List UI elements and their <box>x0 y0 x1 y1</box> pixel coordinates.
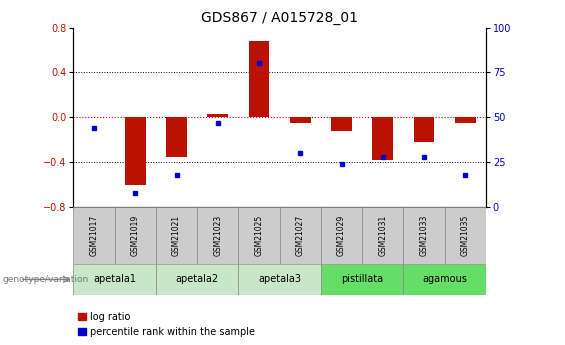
Text: GSM21029: GSM21029 <box>337 215 346 256</box>
Bar <box>125 117 146 185</box>
Bar <box>372 117 393 160</box>
Bar <box>414 117 434 142</box>
Text: GSM21035: GSM21035 <box>461 215 470 256</box>
Text: GSM21027: GSM21027 <box>296 215 305 256</box>
Text: agamous: agamous <box>422 275 467 284</box>
Bar <box>156 264 238 295</box>
Bar <box>73 264 156 295</box>
Text: pistillata: pistillata <box>341 275 383 284</box>
Bar <box>156 207 197 264</box>
Bar <box>362 207 403 264</box>
Text: apetala3: apetala3 <box>258 275 301 284</box>
Bar <box>207 114 228 117</box>
Bar <box>290 117 311 123</box>
Text: apetala2: apetala2 <box>176 275 219 284</box>
Text: apetala1: apetala1 <box>93 275 136 284</box>
Bar <box>166 117 187 157</box>
Bar <box>197 207 238 264</box>
Text: GSM21025: GSM21025 <box>255 215 263 256</box>
Text: GSM21019: GSM21019 <box>131 215 140 256</box>
Bar <box>238 264 321 295</box>
Text: genotype/variation: genotype/variation <box>3 275 89 284</box>
Text: GSM21017: GSM21017 <box>90 215 98 256</box>
Bar <box>403 264 486 295</box>
Bar <box>445 207 486 264</box>
Bar <box>73 207 115 264</box>
Text: GSM21023: GSM21023 <box>214 215 222 256</box>
Bar <box>403 207 445 264</box>
Bar <box>321 207 362 264</box>
Title: GDS867 / A015728_01: GDS867 / A015728_01 <box>201 11 358 25</box>
Bar <box>331 117 352 131</box>
Text: GSM21021: GSM21021 <box>172 215 181 256</box>
Text: GSM21031: GSM21031 <box>379 215 387 256</box>
Bar <box>321 264 403 295</box>
Bar <box>280 207 321 264</box>
Bar <box>249 41 270 117</box>
Bar <box>238 207 280 264</box>
Text: GSM21033: GSM21033 <box>420 215 428 256</box>
Legend: log ratio, percentile rank within the sample: log ratio, percentile rank within the sa… <box>79 312 255 337</box>
Bar <box>455 117 476 123</box>
Bar <box>115 207 156 264</box>
